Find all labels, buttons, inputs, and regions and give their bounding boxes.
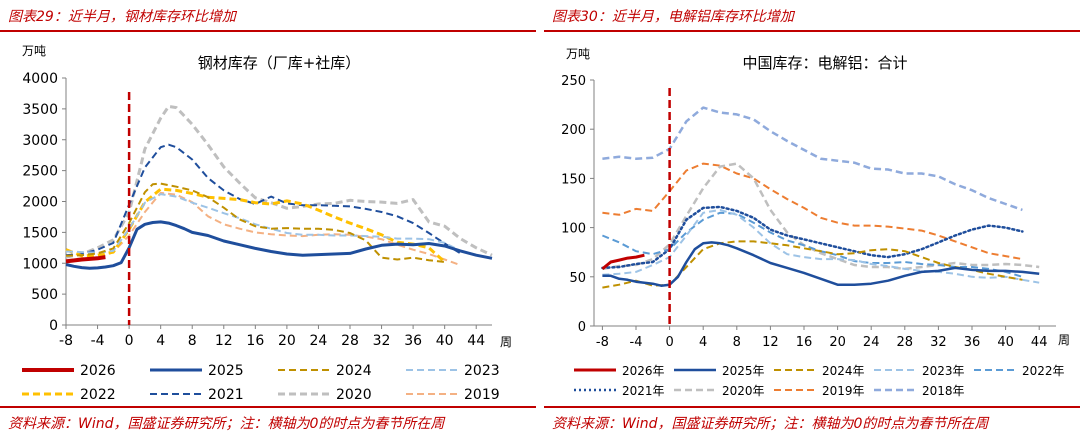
legend-label-2019年: 2019年 [822, 384, 865, 398]
x-tick-label: 24 [863, 335, 880, 350]
steel-inventory-chart: 钢材库存（厂库+社库） 万吨 0 500 1000 1500 2000 2500 3000 350… [22, 44, 512, 403]
legend-label-2022: 2022 [80, 387, 116, 403]
legend-label-2025: 2025 [208, 363, 244, 379]
figure-header: 图表29：近半月，钢材库存环比增加 [0, 0, 536, 32]
figure-source: 资料来源：Wind，国盛证券研究所；注：横轴为0的时点为春节所在周 [544, 406, 1080, 438]
x-tick-label: 4 [156, 333, 165, 349]
series-line-2020年 [602, 162, 1040, 271]
x-axis-label: 周 [500, 335, 512, 349]
y-tick-label: 50 [569, 271, 586, 286]
x-tick-label: 32 [930, 335, 947, 350]
legend-label-2019: 2019 [464, 387, 500, 403]
figure-title: 图表30：近半月，电解铝库存环比增加 [552, 9, 794, 25]
x-tick-label: 16 [796, 335, 813, 350]
series-line-2025 [65, 220, 493, 270]
x-axis-label: 周 [1058, 333, 1070, 347]
legend-label-2024年: 2024年 [822, 364, 865, 378]
series-line-2022年 [602, 211, 1023, 278]
y-tick-label: 0 [49, 318, 58, 334]
series-line-2021 [65, 143, 461, 257]
series-line-2023年 [602, 208, 1040, 284]
legend-label-2023: 2023 [464, 363, 500, 379]
series-line-2019年 [602, 162, 1023, 261]
y-tick-label: 100 [561, 222, 586, 237]
x-tick-label: 44 [1031, 335, 1048, 350]
y-tick-label: 4000 [22, 71, 58, 87]
series-line-2022 [65, 187, 446, 264]
x-tick-label: 28 [341, 333, 359, 349]
y-tick-label: 2000 [22, 195, 58, 211]
figure-title: 图表29：近半月，钢材库存环比增加 [8, 9, 236, 25]
legend-label-2021: 2021 [208, 387, 244, 403]
x-tick-label: 36 [964, 335, 981, 350]
x-tick-label: 44 [467, 333, 485, 349]
x-tick-label: 0 [125, 333, 134, 349]
x-tick-label: -4 [630, 335, 643, 350]
x-tick-label: 32 [373, 333, 391, 349]
x-tick-label: 12 [762, 335, 779, 350]
x-tick-label: -8 [596, 335, 609, 350]
series-line-2023 [65, 193, 461, 254]
y-tick-label: 1500 [22, 225, 58, 241]
y-tick-label: 1000 [22, 256, 58, 272]
legend-label-2025年: 2025年 [722, 364, 765, 378]
y-axis-unit-label: 万吨 [22, 44, 46, 58]
y-tick-label: 0 [578, 320, 586, 335]
series-line-2026 [65, 255, 106, 264]
x-tick-label: 24 [310, 333, 328, 349]
series-line-2018年 [602, 106, 1023, 212]
legend-label-2023年: 2023年 [922, 364, 965, 378]
x-tick-label: 4 [699, 335, 707, 350]
series-line-2026年 [601, 253, 645, 271]
aluminum-inventory-chart: 中国库存：电解铝：合计 万吨 0 50 100 150 200 250 -8 -4 0 4 8 12 16 2… [561, 47, 1070, 398]
y-tick-label: 2500 [22, 164, 58, 180]
steel-inventory-panel: 图表29：近半月，钢材库存环比增加 钢材库存（厂库+社库） 万吨 0 500 1000 1… [0, 0, 536, 440]
legend-label-2026年: 2026年 [622, 364, 665, 378]
x-tick-label: 28 [897, 335, 914, 350]
legend-label-2018年: 2018年 [922, 384, 965, 398]
x-tick-label: 12 [215, 333, 233, 349]
x-tick-label: 36 [404, 333, 422, 349]
legend-label-2026: 2026 [80, 363, 116, 379]
x-tick-label: 16 [246, 333, 264, 349]
x-tick-label: 40 [436, 333, 454, 349]
source-note: 资料来源：Wind，国盛证券研究所；注：横轴为0的时点为春节所在周 [8, 416, 445, 432]
y-tick-label: 500 [31, 287, 58, 303]
legend-label-2021年: 2021年 [622, 384, 665, 398]
x-tick-label: -4 [91, 333, 105, 349]
chart-title: 中国库存：电解铝：合计 [742, 54, 907, 72]
figure-header: 图表30：近半月，电解铝库存环比增加 [544, 0, 1080, 32]
legend-label-2020: 2020 [336, 387, 372, 403]
figure-source: 资料来源：Wind，国盛证券研究所；注：横轴为0的时点为春节所在周 [0, 406, 536, 438]
aluminum-inventory-panel: 图表30：近半月，电解铝库存环比增加 中国库存：电解铝：合计 万吨 0 50 100 15… [544, 0, 1080, 440]
y-tick-label: 250 [561, 74, 586, 89]
x-tick-label: -8 [59, 333, 73, 349]
legend-label-2024: 2024 [336, 363, 372, 379]
series-line-2021年 [601, 205, 1024, 270]
series-line-2020 [65, 104, 493, 259]
y-tick-label: 3500 [22, 102, 58, 118]
y-tick-label: 3000 [22, 133, 58, 149]
series-line-2025年 [602, 241, 1040, 287]
x-tick-label: 40 [997, 335, 1014, 350]
x-tick-label: 0 [665, 335, 673, 350]
legend-label-2022年: 2022年 [1022, 364, 1065, 378]
y-axis-unit-label: 万吨 [566, 47, 590, 61]
x-tick-label: 20 [278, 333, 296, 349]
x-tick-label: 20 [829, 335, 846, 350]
source-note: 资料来源：Wind，国盛证券研究所；注：横轴为0的时点为春节所在周 [552, 416, 989, 432]
chart-title: 钢材库存（厂库+社库） [198, 54, 361, 72]
legend-label-2020年: 2020年 [722, 384, 765, 398]
y-tick-label: 150 [561, 172, 586, 187]
x-tick-label: 8 [188, 333, 197, 349]
x-tick-label: 8 [733, 335, 741, 350]
series-line-2019 [65, 191, 461, 267]
y-tick-label: 200 [561, 123, 586, 138]
series-line-2024 [65, 182, 445, 263]
